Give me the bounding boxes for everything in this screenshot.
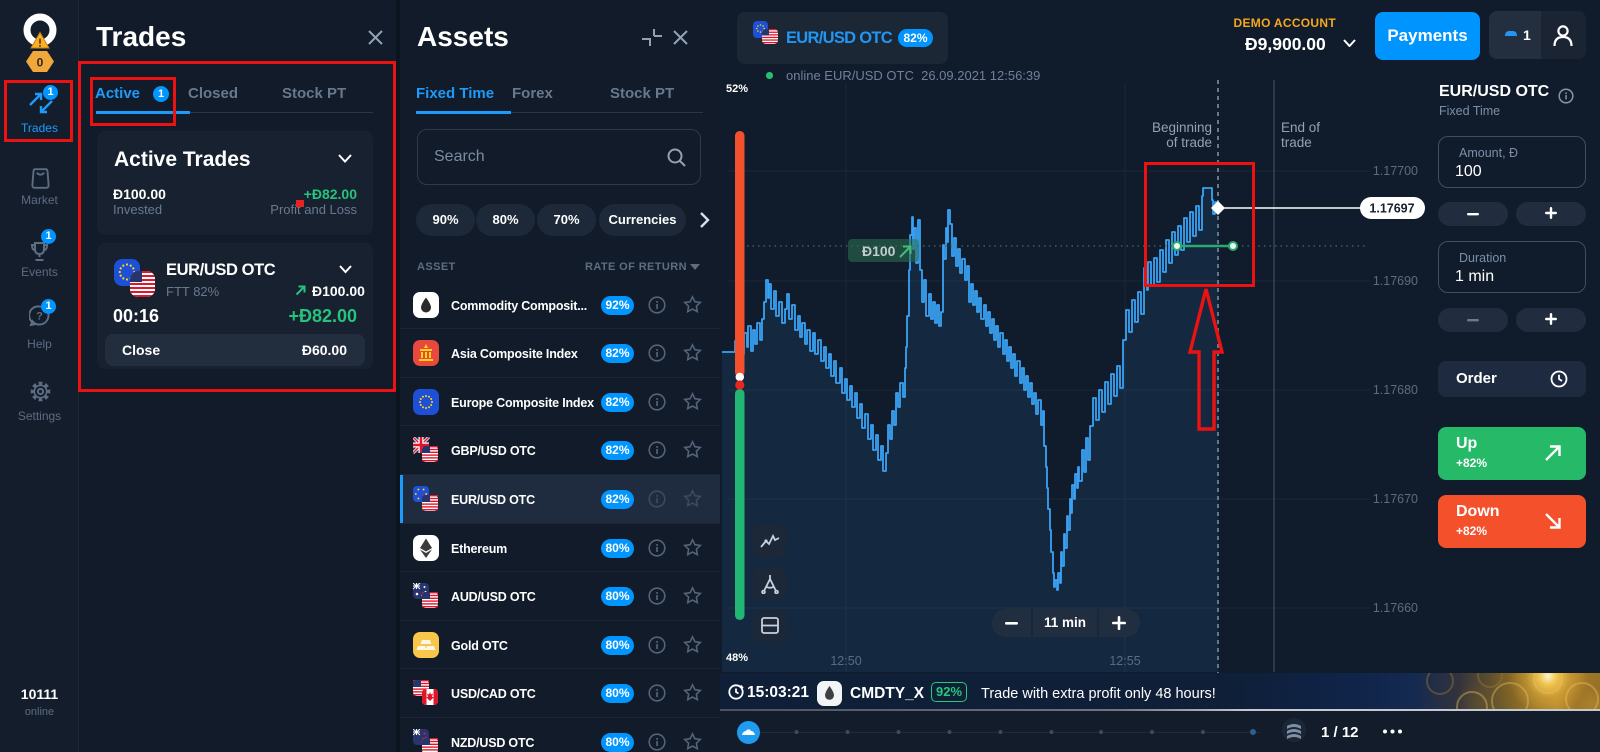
svg-text:1.17680: 1.17680: [1373, 383, 1418, 397]
svg-text:1 / 12: 1 / 12: [1321, 724, 1359, 741]
svg-text:1.17660: 1.17660: [1373, 601, 1418, 615]
svg-text:End of: End of: [1281, 120, 1320, 135]
svg-text:12:55: 12:55: [1109, 654, 1140, 668]
svg-text:1.17697: 1.17697: [1369, 202, 1414, 216]
svg-text:48%: 48%: [726, 652, 748, 664]
svg-text:Đ100: Đ100: [862, 243, 896, 259]
svg-text:1.17670: 1.17670: [1373, 492, 1418, 506]
svg-text:?: ?: [36, 311, 43, 323]
svg-text:12:50: 12:50: [830, 654, 861, 668]
svg-text:0: 0: [37, 56, 44, 70]
svg-text:1.17690: 1.17690: [1373, 274, 1418, 288]
svg-text:of trade: of trade: [1166, 135, 1212, 150]
svg-text:trade: trade: [1281, 135, 1312, 150]
svg-text:Beginning: Beginning: [1152, 120, 1212, 135]
svg-text:52%: 52%: [726, 83, 748, 95]
svg-text:1.17700: 1.17700: [1373, 164, 1418, 178]
